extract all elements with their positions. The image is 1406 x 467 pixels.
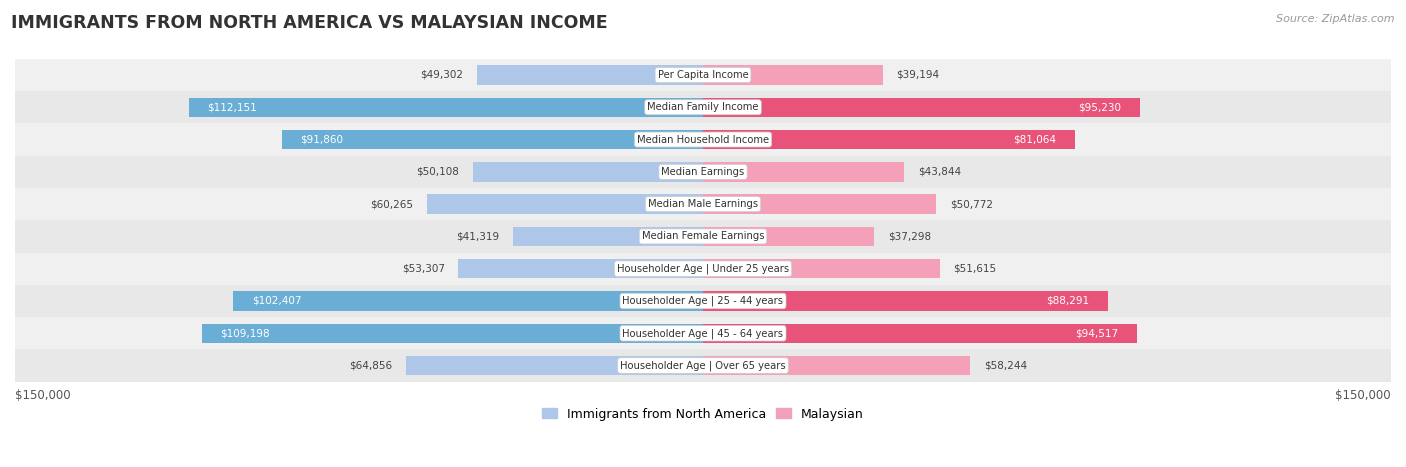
Bar [281, 130, 703, 149]
Text: $91,860: $91,860 [299, 134, 343, 145]
Text: Source: ZipAtlas.com: Source: ZipAtlas.com [1277, 14, 1395, 24]
Text: $81,064: $81,064 [1014, 134, 1056, 145]
Text: Median Earnings: Median Earnings [661, 167, 745, 177]
Bar [15, 59, 1391, 91]
Text: $39,194: $39,194 [897, 70, 939, 80]
Bar [477, 65, 703, 85]
Bar [15, 123, 1391, 156]
Text: Householder Age | 25 - 44 years: Householder Age | 25 - 44 years [623, 296, 783, 306]
Bar [15, 317, 1391, 349]
Bar [15, 253, 1391, 285]
Text: $94,517: $94,517 [1076, 328, 1118, 338]
Text: $51,615: $51,615 [953, 264, 997, 274]
Bar [703, 324, 1136, 343]
Bar [15, 91, 1391, 123]
Bar [513, 226, 703, 246]
Text: $109,198: $109,198 [221, 328, 270, 338]
Text: $64,856: $64,856 [349, 361, 392, 370]
Text: $53,307: $53,307 [402, 264, 444, 274]
Text: $49,302: $49,302 [420, 70, 463, 80]
Bar [474, 162, 703, 182]
Bar [233, 291, 703, 311]
Bar [426, 194, 703, 214]
Text: $50,108: $50,108 [416, 167, 460, 177]
Text: $150,000: $150,000 [1336, 389, 1391, 402]
Text: $50,772: $50,772 [949, 199, 993, 209]
Text: $43,844: $43,844 [918, 167, 960, 177]
Bar [703, 194, 936, 214]
Bar [703, 291, 1108, 311]
Bar [703, 259, 939, 278]
Bar [703, 162, 904, 182]
Bar [405, 356, 703, 375]
Text: $95,230: $95,230 [1078, 102, 1122, 112]
Bar [15, 220, 1391, 253]
Text: $60,265: $60,265 [370, 199, 413, 209]
Bar [15, 285, 1391, 317]
Bar [15, 188, 1391, 220]
Text: Householder Age | Over 65 years: Householder Age | Over 65 years [620, 361, 786, 371]
Bar [458, 259, 703, 278]
Text: $150,000: $150,000 [15, 389, 70, 402]
Text: Median Female Earnings: Median Female Earnings [641, 232, 765, 241]
Bar [703, 98, 1140, 117]
Bar [703, 130, 1074, 149]
Text: Householder Age | 45 - 64 years: Householder Age | 45 - 64 years [623, 328, 783, 339]
Text: $88,291: $88,291 [1046, 296, 1090, 306]
Text: $112,151: $112,151 [207, 102, 257, 112]
Text: $58,244: $58,244 [984, 361, 1026, 370]
Text: $37,298: $37,298 [887, 232, 931, 241]
Bar [202, 324, 703, 343]
Bar [15, 156, 1391, 188]
Text: Median Household Income: Median Household Income [637, 134, 769, 145]
Legend: Immigrants from North America, Malaysian: Immigrants from North America, Malaysian [537, 403, 869, 425]
Text: Per Capita Income: Per Capita Income [658, 70, 748, 80]
Bar [188, 98, 703, 117]
Text: $41,319: $41,319 [457, 232, 499, 241]
Text: Householder Age | Under 25 years: Householder Age | Under 25 years [617, 263, 789, 274]
Text: IMMIGRANTS FROM NORTH AMERICA VS MALAYSIAN INCOME: IMMIGRANTS FROM NORTH AMERICA VS MALAYSI… [11, 14, 607, 32]
Bar [15, 349, 1391, 382]
Text: Median Family Income: Median Family Income [647, 102, 759, 112]
Bar [703, 65, 883, 85]
Bar [703, 356, 970, 375]
Text: Median Male Earnings: Median Male Earnings [648, 199, 758, 209]
Text: $102,407: $102,407 [252, 296, 301, 306]
Bar [703, 226, 875, 246]
